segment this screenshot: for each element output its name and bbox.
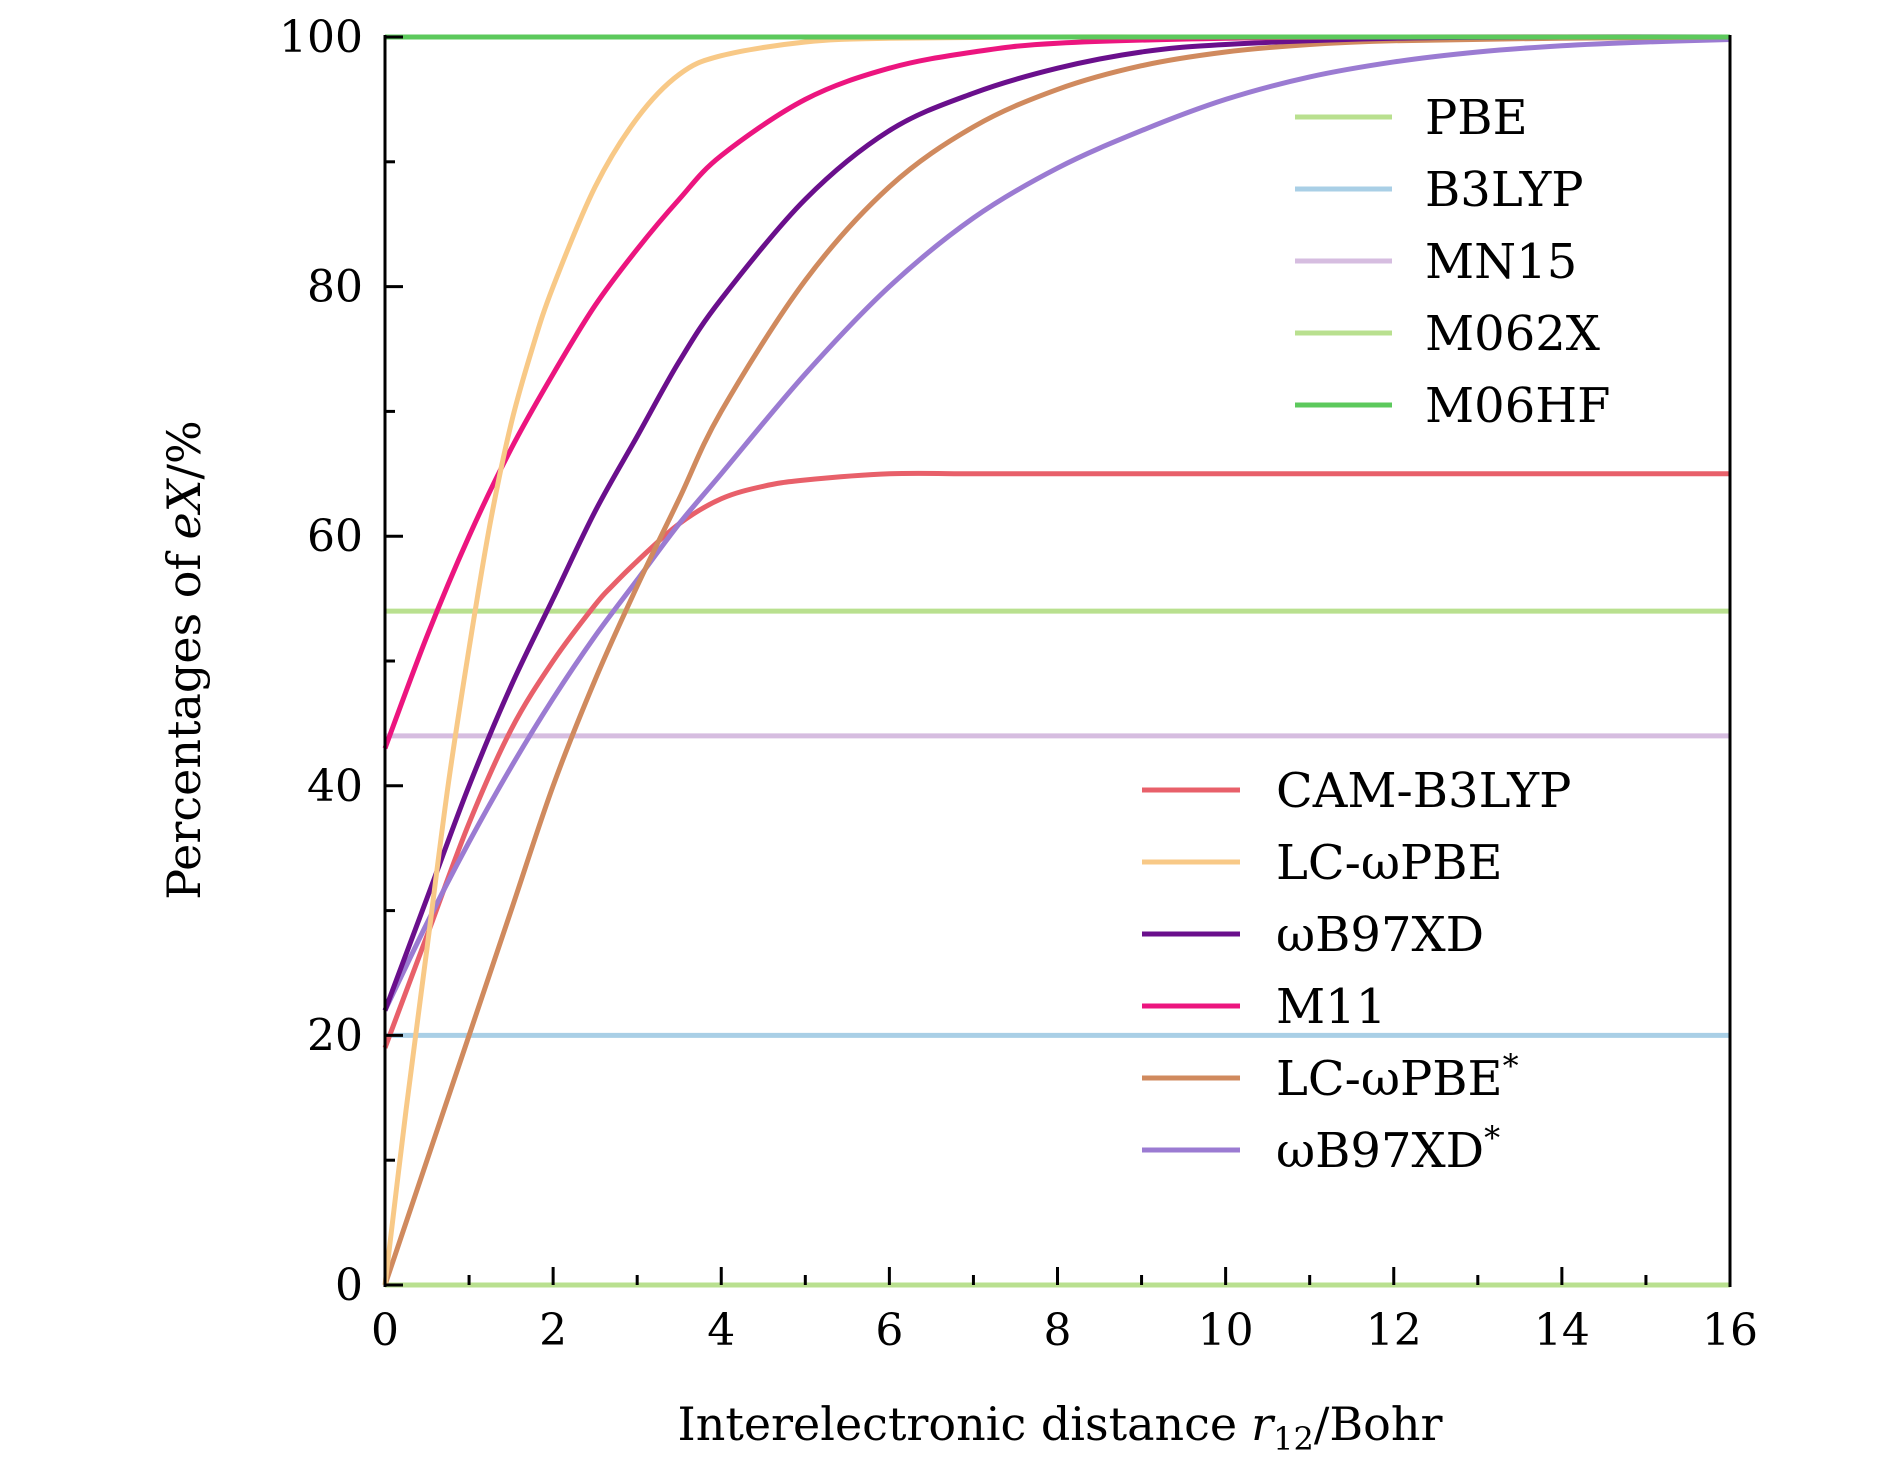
y-axis-label: Percentages of	[157, 551, 211, 900]
axes-layer	[383, 35, 1732, 1287]
y-axis-unit: /%	[157, 420, 211, 479]
series-layer	[382, 34, 1731, 1288]
legend-label: MN15	[1425, 234, 1577, 290]
legend-label: M11	[1276, 979, 1386, 1035]
legend-label: PBE	[1425, 90, 1528, 146]
legend-layer: PBE B3LYP MN15 M062X M06HF CAM-B3LYP LC-ωPBE ωB…	[1142, 90, 1610, 1179]
legend-item-lc-omegapbe-star: LC-ωPBE*	[1142, 1047, 1519, 1107]
legend-label: CAM-B3LYP	[1276, 763, 1571, 819]
x-axis-variable: r	[1251, 1397, 1276, 1451]
legend-item-omegab97xd-star: ωB97XD*	[1142, 1119, 1500, 1179]
series-cam-b3lyp	[382, 470, 1730, 1049]
x-axis-subscript: 12	[1273, 1420, 1314, 1458]
legend-item-m11: M11	[1142, 979, 1386, 1035]
legend-label: ωB97XD*	[1276, 1119, 1500, 1179]
legend-label: LC-ωPBE*	[1276, 1047, 1519, 1107]
legend-item-m06hf: M06HF	[1295, 378, 1610, 434]
legend-item-lc-omegapbe: LC-ωPBE	[1142, 835, 1503, 891]
x-tick-label: 8	[1044, 1305, 1072, 1356]
legend-item-omegab97xd: ωB97XD	[1142, 907, 1484, 963]
x-tick-label: 6	[875, 1305, 903, 1356]
ticks-layer: 0 2 4 6 8 10 12 14 16 0 20 40 60 80 100	[279, 12, 1758, 1356]
legend-item-pbe: PBE	[1295, 90, 1528, 146]
y-tick-label: 20	[307, 1010, 363, 1061]
x-axis-label: Interelectronic distance	[678, 1397, 1238, 1451]
legend-label: ωB97XD	[1276, 907, 1484, 963]
x-axis-title: Interelectronic distance r12/Bohr	[678, 1397, 1443, 1458]
x-tick-label: 14	[1534, 1305, 1590, 1356]
x-tick-label: 16	[1702, 1305, 1758, 1356]
y-tick-label: 60	[307, 511, 363, 562]
legend-item-cam-b3lyp: CAM-B3LYP	[1142, 763, 1571, 819]
x-tick-label: 12	[1366, 1305, 1422, 1356]
legend-label: M06HF	[1425, 378, 1610, 434]
x-tick-label: 2	[539, 1305, 567, 1356]
y-tick-label: 80	[307, 262, 363, 313]
x-axis-unit: /Bohr	[1314, 1397, 1443, 1451]
legend-item-m062x: M062X	[1295, 306, 1600, 362]
legend-label: M062X	[1425, 306, 1600, 362]
x-tick-label: 10	[1198, 1305, 1254, 1356]
legend-label: B3LYP	[1425, 162, 1584, 218]
y-axis-title: Percentages of eX/%	[157, 420, 211, 899]
y-tick-label: 40	[307, 761, 363, 812]
series-omegab97xd	[382, 34, 1731, 1012]
y-tick-label: 100	[279, 12, 363, 63]
series-lc-omegapbe	[382, 34, 1730, 1286]
series-lc-omegapbe-star	[382, 34, 1731, 1286]
y-axis-variable: eX	[157, 477, 211, 539]
legend-item-mn15: MN15	[1295, 234, 1577, 290]
x-tick-label: 0	[371, 1305, 399, 1356]
legend-label: LC-ωPBE	[1276, 835, 1503, 891]
y-tick-label: 0	[335, 1260, 363, 1311]
legend-item-b3lyp: B3LYP	[1295, 162, 1584, 218]
legend-bottom: CAM-B3LYP LC-ωPBE ωB97XD M11 LC-ωPBE* ωB97XD*	[1142, 763, 1571, 1179]
legend-top: PBE B3LYP MN15 M062X M06HF	[1295, 90, 1610, 434]
x-tick-label: 4	[707, 1305, 735, 1356]
series-omegab97xd-star	[382, 36, 1731, 1012]
